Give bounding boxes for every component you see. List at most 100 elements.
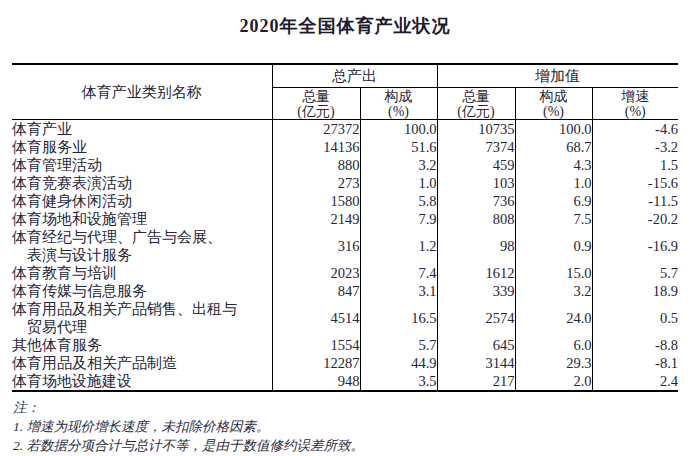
value-cell: 1.0 [515,174,592,192]
column-header-category: 体育产业类别名称 [12,64,272,120]
value-cell: 7.9 [360,210,437,228]
value-cell: 7.4 [360,264,437,282]
column-header-value-amount: 总量 (亿元) [437,88,515,120]
value-cell: 880 [272,156,360,174]
note-item: 1. 增速为现价增长速度，未扣除价格因素。 [13,417,690,436]
value-cell: 4.3 [515,156,592,174]
value-cell: -3.2 [592,138,678,156]
value-cell: 7.5 [515,210,592,228]
table-row: 体育经纪与代理、广告与会展、 表演与设计服务3161.2980.9-16.9 [12,228,678,264]
value-cell: 44.9 [360,354,437,372]
category-cell: 体育服务业 [12,138,272,156]
table-row: 体育场地设施建设9483.52172.02.4 [12,372,678,391]
value-cell: 15.0 [515,264,592,282]
table-body: 体育产业27372100.010735100.0-4.6体育服务业1413651… [12,120,678,392]
category-cell: 体育教育与培训 [12,264,272,282]
value-cell: 273 [272,174,360,192]
category-cell: 体育用品及相关产品制造 [12,354,272,372]
notes: 注： 1. 增速为现价增长速度，未扣除价格因素。 2. 若数据分项合计与总计不等… [13,398,690,455]
value-cell: 51.6 [360,138,437,156]
value-cell: 4514 [272,300,360,336]
category-cell: 体育场地和设施管理 [12,210,272,228]
table-row: 体育管理活动8803.24594.31.5 [12,156,678,174]
value-cell: 736 [437,192,515,210]
value-cell: 948 [272,372,360,391]
sports-industry-table: 体育产业类别名称 总产出 增加值 总量 (亿元) 构成 (%) 总量 (亿元) … [12,63,678,392]
value-cell: 2023 [272,264,360,282]
value-cell: 459 [437,156,515,174]
table-row: 体育场地和设施管理21497.98087.5-20.2 [12,210,678,228]
category-cell: 其他体育服务 [12,336,272,354]
value-cell: 1612 [437,264,515,282]
value-cell: 847 [272,282,360,300]
value-cell: 18.9 [592,282,678,300]
value-cell: 3.2 [515,282,592,300]
value-cell: 1.2 [360,228,437,264]
notes-heading: 注： [13,398,690,417]
value-cell: 5.7 [592,264,678,282]
value-cell: 100.0 [515,120,592,139]
page-title: 2020年全国体育产业状况 [0,0,690,38]
value-cell: 2.4 [592,372,678,391]
category-cell: 体育产业 [12,120,272,139]
header-row-groups: 体育产业类别名称 总产出 增加值 [12,64,678,88]
table-row: 体育服务业1413651.6737468.7-3.2 [12,138,678,156]
table-row: 体育产业27372100.010735100.0-4.6 [12,120,678,139]
value-cell: 27372 [272,120,360,139]
value-cell: 808 [437,210,515,228]
table-row: 体育健身休闲活动15805.87366.9-11.5 [12,192,678,210]
value-cell: 7374 [437,138,515,156]
value-cell: 2149 [272,210,360,228]
table-row: 体育用品及相关产品销售、出租与 贸易代理451416.5257424.00.5 [12,300,678,336]
value-cell: 24.0 [515,300,592,336]
category-cell: 体育竞赛表演活动 [12,174,272,192]
column-header-value-share: 构成 (%) [515,88,592,120]
value-cell: 316 [272,228,360,264]
value-cell: 0.9 [515,228,592,264]
column-header-output-amount: 总量 (亿元) [272,88,360,120]
category-cell: 体育传媒与信息服务 [12,282,272,300]
value-cell: 1580 [272,192,360,210]
category-cell: 体育经纪与代理、广告与会展、 表演与设计服务 [12,228,272,264]
value-cell: 98 [437,228,515,264]
value-cell: 5.7 [360,336,437,354]
value-cell: 645 [437,336,515,354]
value-cell: 3144 [437,354,515,372]
value-cell: 2.0 [515,372,592,391]
value-cell: -20.2 [592,210,678,228]
category-cell: 体育用品及相关产品销售、出租与 贸易代理 [12,300,272,336]
value-cell: -11.5 [592,192,678,210]
value-cell: 6.0 [515,336,592,354]
table-row: 体育用品及相关产品制造1228744.9314429.3-8.1 [12,354,678,372]
category-cell: 体育管理活动 [12,156,272,174]
value-cell: 5.8 [360,192,437,210]
value-cell: 16.5 [360,300,437,336]
value-cell: 1.0 [360,174,437,192]
value-cell: 10735 [437,120,515,139]
value-cell: 3.2 [360,156,437,174]
value-cell: 14136 [272,138,360,156]
value-cell: 2574 [437,300,515,336]
value-cell: 100.0 [360,120,437,139]
value-cell: -8.8 [592,336,678,354]
value-cell: -15.6 [592,174,678,192]
page: 2020年全国体育产业状况 体育产业类别名称 总产出 增加值 总量 (亿元) 构… [0,0,690,456]
value-cell: 12287 [272,354,360,372]
value-cell: -8.1 [592,354,678,372]
table-header: 体育产业类别名称 总产出 增加值 总量 (亿元) 构成 (%) 总量 (亿元) … [12,64,678,120]
table-row: 体育教育与培训20237.4161215.05.7 [12,264,678,282]
column-group-total-output: 总产出 [272,64,437,88]
column-group-added-value: 增加值 [437,64,678,88]
column-header-growth-rate: 增速 (%) [592,88,678,120]
value-cell: 103 [437,174,515,192]
table-row: 其他体育服务15545.76456.0-8.8 [12,336,678,354]
category-cell: 体育健身休闲活动 [12,192,272,210]
value-cell: 1.5 [592,156,678,174]
category-cell: 体育场地设施建设 [12,372,272,391]
value-cell: -16.9 [592,228,678,264]
value-cell: 217 [437,372,515,391]
value-cell: 6.9 [515,192,592,210]
table-row: 体育传媒与信息服务8473.13393.218.9 [12,282,678,300]
value-cell: 0.5 [592,300,678,336]
value-cell: 1554 [272,336,360,354]
